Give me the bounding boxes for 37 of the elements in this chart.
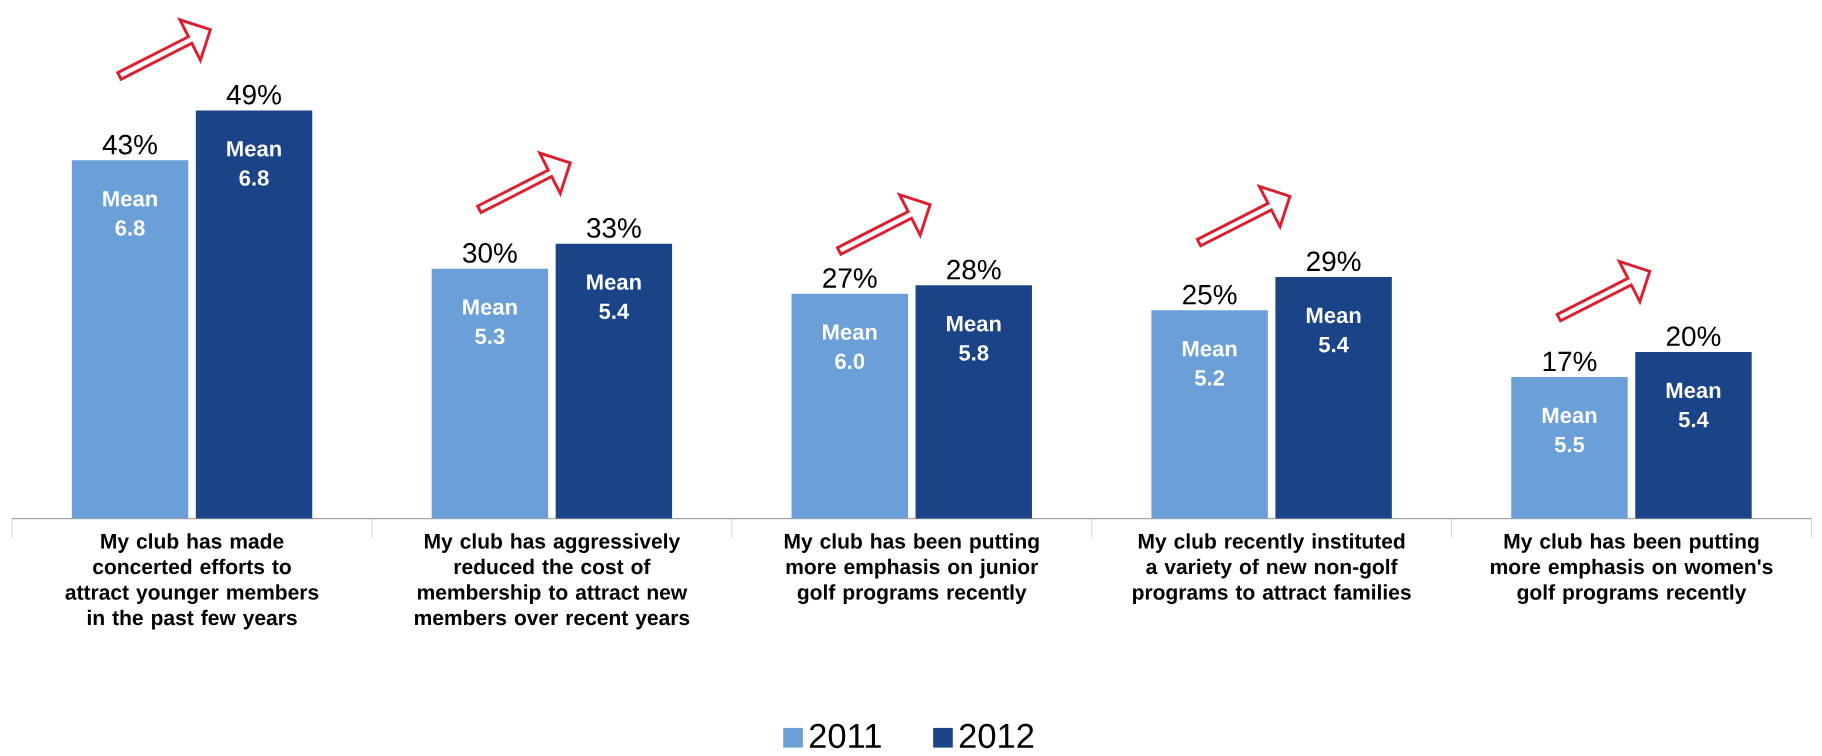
annotation: Mean 5.5 (1542, 407, 1597, 453)
annotation: Mean 5.2 (1182, 341, 1237, 386)
data-label: 25% (1183, 284, 1237, 305)
data-label: 30% (463, 243, 517, 263)
data-label: 17% (1543, 351, 1597, 372)
annotation: Mean 6.8 (227, 141, 281, 186)
annotation: Mean 6.0 (823, 324, 877, 370)
bar (915, 285, 1032, 519)
x-tick-label: My club has been putting more emphasis on women's golf programs recently (1490, 533, 1773, 604)
x-tick-label: My club recently instituted a variety of new non-golf programs to attract families (1133, 533, 1411, 604)
annotation: Mean 5.8 (947, 316, 1001, 361)
bar (555, 243, 673, 519)
bar (1275, 277, 1392, 519)
data-label: 49% (226, 84, 281, 105)
annotation: Mean 6.8 (103, 191, 157, 236)
x-tick-label: My club has aggressively reduced the cost of membership to attract new members over recent years (415, 533, 690, 630)
data-label: 28% (947, 259, 1001, 280)
annotation: Mean 5.4 (1666, 382, 1721, 428)
bar (1635, 351, 1752, 519)
data-label: 20% (1666, 326, 1721, 347)
x-tick-label: My club has been putting more emphasis on junior golf programs recently (784, 533, 1039, 604)
bar (71, 160, 189, 519)
bar (791, 293, 908, 519)
legend-label: 2012 (959, 723, 1034, 749)
annotation: Mean 5.3 (463, 299, 517, 345)
annotation: Mean 5.4 (587, 274, 641, 320)
annotation: Mean 5.4 (1306, 307, 1361, 353)
data-label: 43% (102, 134, 157, 155)
data-label: 33% (587, 218, 641, 238)
data-label: 27% (823, 268, 877, 288)
x-tick-label: My club has made concerted efforts to attract younger members in the past few years (65, 533, 319, 630)
bar (431, 268, 549, 519)
bar (1151, 310, 1268, 519)
data-label: 29% (1307, 251, 1361, 272)
legend-label: 2011 (809, 723, 881, 749)
bar (195, 110, 313, 519)
bar (1511, 376, 1628, 519)
